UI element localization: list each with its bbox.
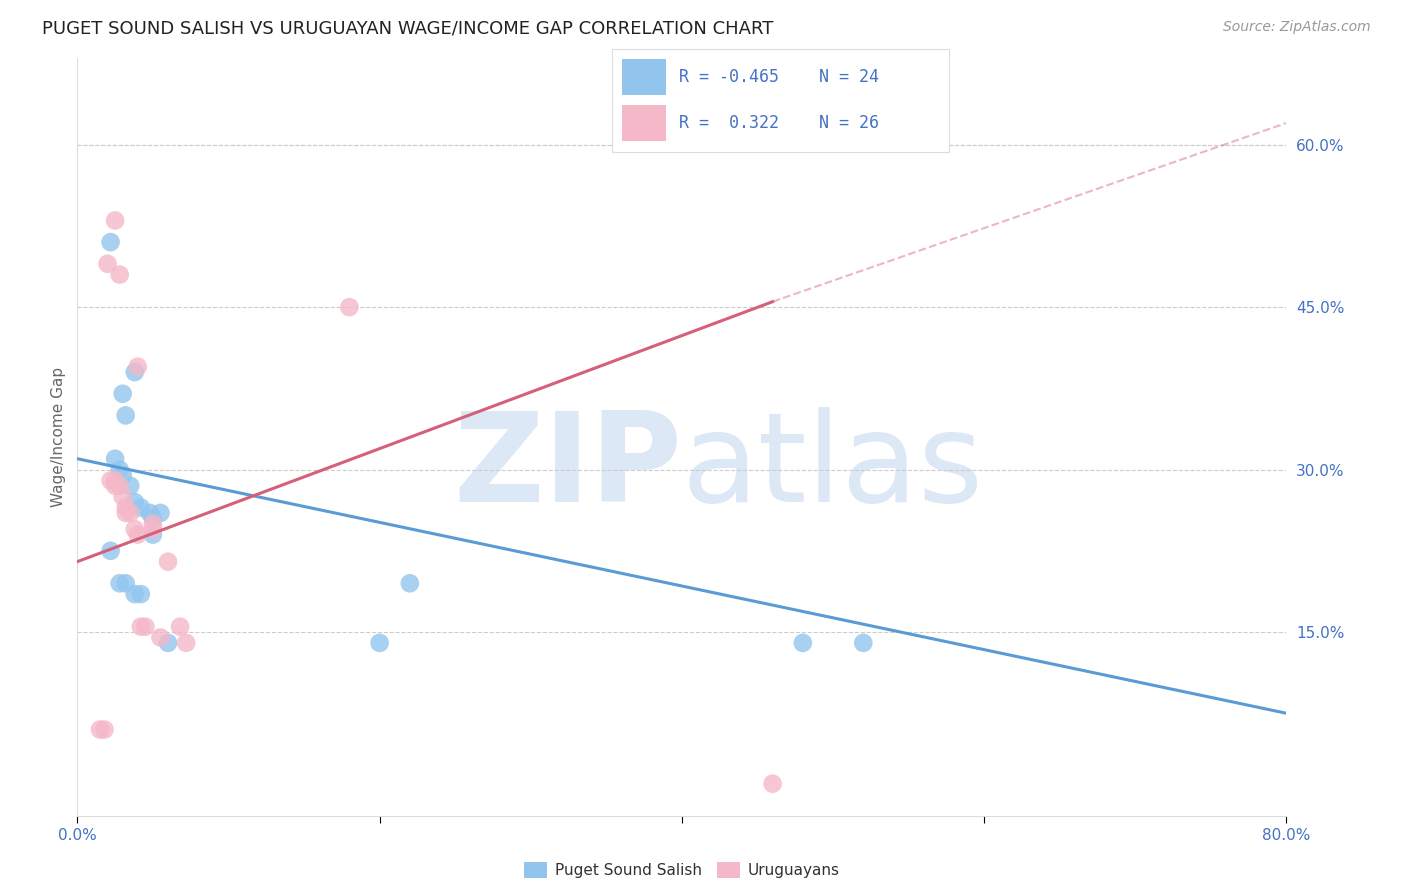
- Point: [792, 636, 814, 650]
- Point: [93, 723, 115, 737]
- Text: atlas: atlas: [682, 407, 984, 528]
- Text: PUGET SOUND SALISH VS URUGUAYAN WAGE/INCOME GAP CORRELATION CHART: PUGET SOUND SALISH VS URUGUAYAN WAGE/INC…: [42, 20, 773, 37]
- Point: [104, 451, 127, 466]
- Point: [104, 474, 127, 488]
- FancyBboxPatch shape: [621, 105, 665, 141]
- Point: [127, 359, 149, 374]
- Point: [108, 576, 131, 591]
- Point: [96, 257, 118, 271]
- Point: [129, 619, 152, 633]
- Point: [142, 516, 165, 531]
- Point: [111, 467, 134, 482]
- FancyBboxPatch shape: [621, 60, 665, 95]
- Point: [100, 543, 122, 558]
- Point: [149, 631, 172, 645]
- Point: [157, 555, 180, 569]
- Point: [124, 522, 146, 536]
- Point: [368, 636, 391, 650]
- Y-axis label: Wage/Income Gap: Wage/Income Gap: [51, 367, 66, 508]
- Point: [114, 506, 136, 520]
- Text: R = -0.465    N = 24: R = -0.465 N = 24: [679, 69, 879, 87]
- Text: Source: ZipAtlas.com: Source: ZipAtlas.com: [1223, 20, 1371, 34]
- Point: [108, 479, 131, 493]
- Text: ZIP: ZIP: [453, 407, 682, 528]
- Point: [108, 268, 131, 282]
- Point: [139, 506, 162, 520]
- Point: [124, 587, 146, 601]
- Text: R =  0.322    N = 26: R = 0.322 N = 26: [679, 114, 879, 132]
- Point: [89, 723, 111, 737]
- Point: [100, 235, 122, 249]
- Point: [337, 300, 360, 314]
- Point: [142, 527, 165, 541]
- Point: [114, 500, 136, 515]
- Point: [129, 500, 152, 515]
- Point: [127, 527, 149, 541]
- Point: [111, 490, 134, 504]
- Point: [149, 506, 172, 520]
- Point: [134, 619, 156, 633]
- Point: [120, 506, 142, 520]
- Legend: Puget Sound Salish, Uruguayans: Puget Sound Salish, Uruguayans: [517, 856, 846, 884]
- Point: [174, 636, 197, 650]
- Point: [114, 576, 136, 591]
- Point: [169, 619, 191, 633]
- Point: [104, 213, 127, 227]
- Point: [104, 479, 127, 493]
- Point: [120, 479, 142, 493]
- Point: [762, 777, 785, 791]
- Point: [100, 474, 122, 488]
- Point: [399, 576, 422, 591]
- Point: [142, 522, 165, 536]
- Point: [108, 462, 131, 476]
- Point: [124, 495, 146, 509]
- Point: [142, 511, 165, 525]
- Point: [157, 636, 180, 650]
- Point: [852, 636, 875, 650]
- Point: [124, 365, 146, 379]
- Point: [111, 386, 134, 401]
- Point: [114, 409, 136, 423]
- Point: [129, 587, 152, 601]
